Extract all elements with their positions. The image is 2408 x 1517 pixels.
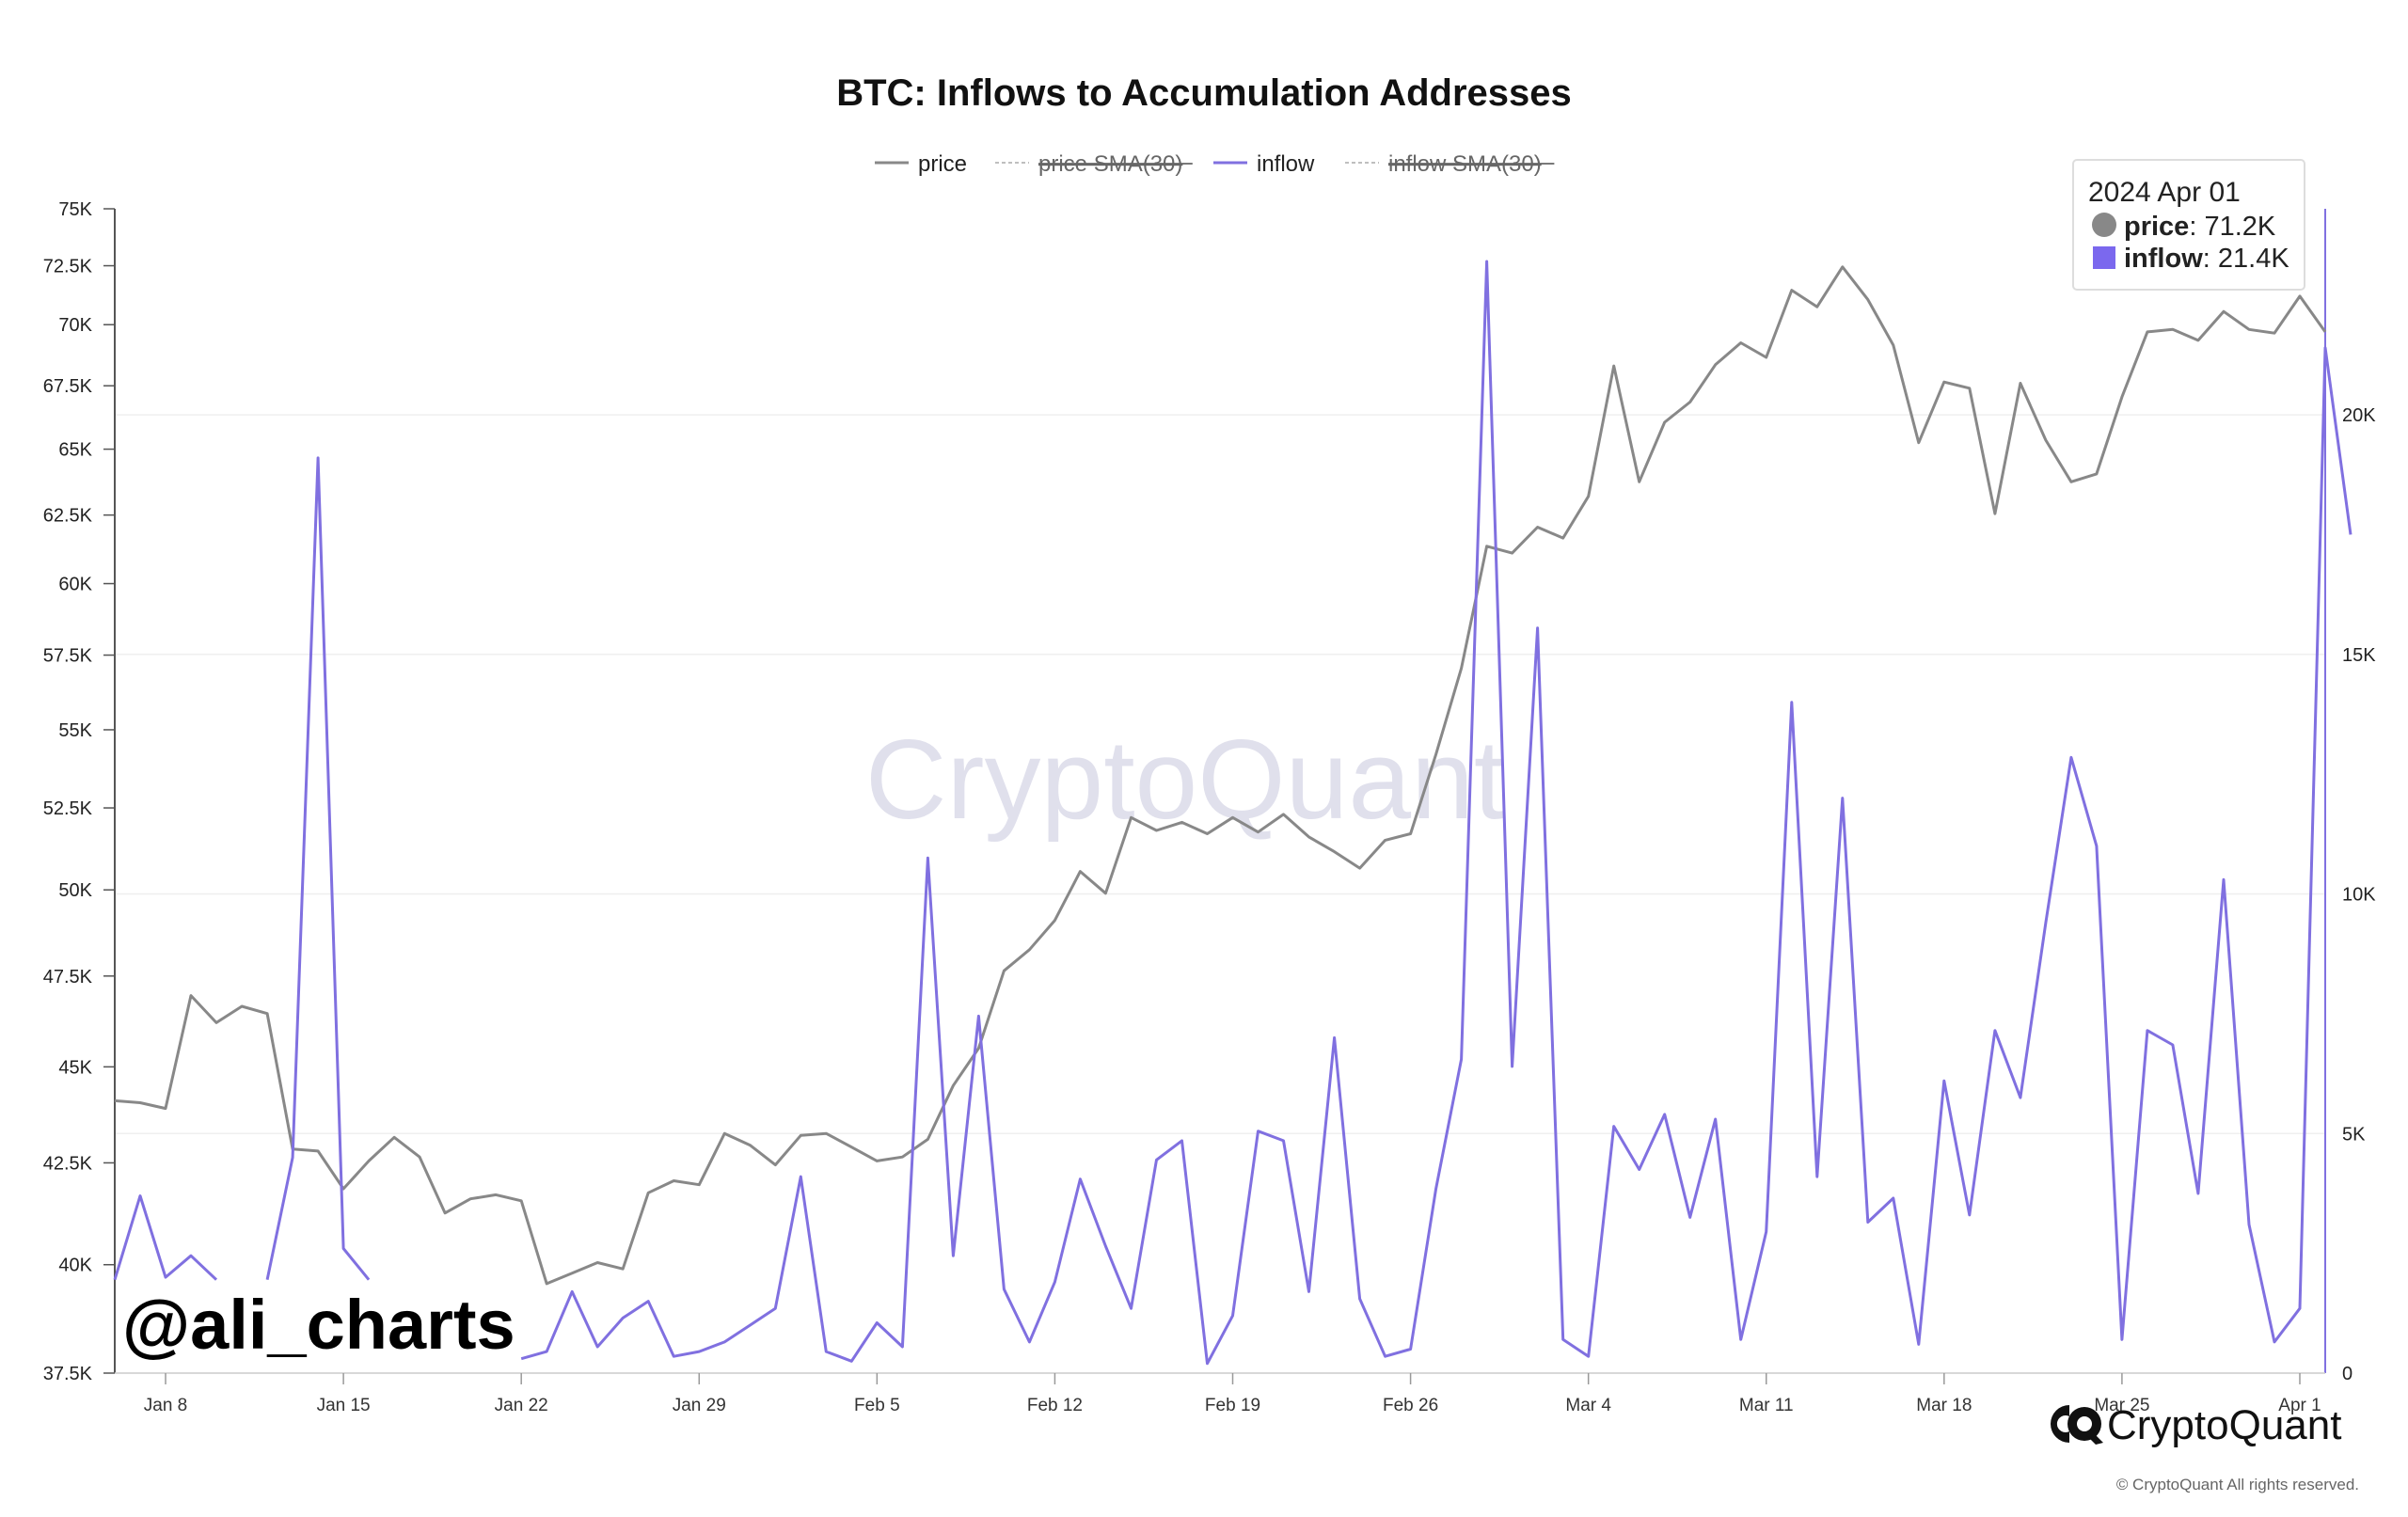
tooltip-inflow-row: inflow: 21.4K [2124,244,2289,274]
legend-item-price[interactable]: price [875,151,967,177]
right-tick-label: 10K [2342,885,2376,906]
left-axis-ticks: 37.5K 40K 42.5K 45K 47.5K 50K 52.5K 55K 57.5K 60K… [43,199,115,1384]
brand-logo: CryptoQuant [2051,1402,2341,1448]
left-tick-label: 65K [58,440,92,461]
tooltip-price-row: price: 71.2K [2124,212,2276,242]
left-tick-label: 45K [58,1057,92,1078]
right-tick-label: 5K [2342,1124,2366,1145]
tooltip-inflow-key: inflow [2124,244,2203,274]
left-tick-label: 62.5K [43,506,93,527]
tooltip-price-key: price [2124,212,2189,242]
left-tick-label: 55K [58,720,92,741]
x-tick-label: Mar 25 [2094,1396,2149,1415]
x-tick-label: Jan 8 [144,1396,187,1415]
legend[interactable]: price price SMA(30) inflow inflow SMA(30) [875,151,1555,177]
right-tick-label: 15K [2342,645,2376,666]
chart-title: BTC: Inflows to Accumulation Addresses [836,72,1572,114]
left-tick-label: 47.5K [43,967,93,988]
x-axis-ticks: Jan 8 Jan 15 Jan 22 Jan 29 Feb 5 Feb 12 Feb 19… [144,1373,2321,1415]
copyright-text: © CryptoQuant All rights reserved. [2116,1476,2359,1493]
tooltip-date: 2024 Apr 01 [2088,177,2241,208]
author-handle: @ali_charts [122,1286,515,1364]
left-tick-label: 42.5K [43,1153,93,1174]
x-tick-label: Feb 19 [1205,1396,1260,1415]
x-tick-label: Jan 15 [317,1396,371,1415]
left-tick-label: 75K [58,199,92,220]
tooltip-box [2072,159,2305,291]
inflow-line-segment [520,260,2353,1366]
x-tick-label: Mar 18 [1916,1396,1972,1415]
right-tick-label: 20K [2342,405,2376,426]
x-tick-label: Jan 22 [495,1396,548,1415]
left-tick-label: 60K [58,575,92,595]
left-tick-label: 72.5K [43,257,93,277]
gridlines [115,414,2325,1135]
x-tick-label: Mar 11 [1739,1396,1794,1415]
series-layer [113,260,2353,1366]
inflow-line-segment [113,1194,218,1281]
brand-name: CryptoQuant [2107,1402,2341,1448]
left-tick-label: 40K [58,1256,92,1276]
legend-label: inflow [1257,151,1315,177]
watermark-text: CryptoQuant [865,717,1505,843]
left-tick-label: 70K [58,315,92,336]
legend-label: price [918,151,967,177]
tooltip-price-marker [2092,213,2116,237]
legend-item-price-sma-30[interactable]: price SMA(30) [995,151,1193,177]
left-tick-label: 52.5K [43,798,93,819]
legend-item-inflow-sma-30[interactable]: inflow SMA(30) [1345,151,1555,177]
right-tick-label: 0 [2342,1364,2353,1384]
tooltip-inflow-marker [2093,246,2115,269]
tooltip-price-value: 71.2K [2204,212,2275,242]
price-line [114,265,2327,1286]
legend-item-inflow[interactable]: inflow [1213,151,1315,177]
left-tick-label: 57.5K [43,646,93,667]
left-tick-label: 37.5K [43,1364,93,1384]
x-tick-label: Mar 4 [1565,1396,1611,1415]
tooltip: 2024 Apr 01 price: 71.2K inflow: 21.4K [2072,159,2305,291]
x-tick-label: Apr 1 [2278,1396,2321,1415]
x-tick-label: Feb 12 [1027,1396,1083,1415]
left-tick-label: 67.5K [43,376,93,397]
x-tick-label: Feb 26 [1383,1396,1438,1415]
cryptoquant-logo-icon [2051,1405,2103,1445]
x-tick-label: Jan 29 [673,1396,726,1415]
x-tick-label: Feb 5 [854,1396,900,1415]
tooltip-inflow-value: 21.4K [2218,244,2289,274]
left-tick-label: 50K [58,880,92,901]
right-axis-ticks: 0 5K 10K 15K 20K [2342,405,2376,1384]
inflow-line-segment [265,456,371,1281]
